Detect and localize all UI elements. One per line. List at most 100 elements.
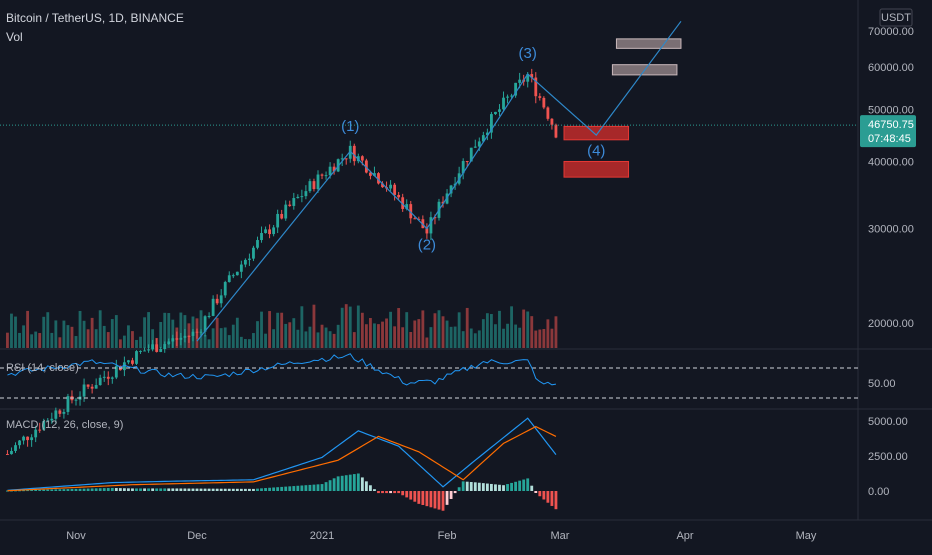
macd-histogram-bar [389, 491, 392, 494]
candle [38, 429, 42, 431]
volume-bar [276, 312, 280, 348]
volume-bar [433, 313, 437, 348]
macd-histogram-bar [425, 491, 429, 507]
candle [352, 145, 356, 162]
candle [195, 331, 199, 333]
volume-bar [171, 319, 175, 348]
volume-bar [26, 310, 30, 348]
candles [6, 68, 558, 455]
volume-bar [518, 327, 522, 348]
macd-histogram-bar [219, 488, 223, 491]
volume-bar [453, 326, 457, 348]
macd-histogram-bar [312, 484, 316, 491]
candle [58, 410, 62, 414]
macd-histogram-bar [381, 491, 384, 494]
volume-bar [211, 328, 215, 348]
candle [510, 95, 513, 97]
macd-histogram-bar [62, 489, 66, 491]
macd-histogram-bar [110, 487, 114, 491]
macd-histogram-bar [46, 489, 50, 491]
volume-bar [473, 333, 477, 348]
candle [155, 344, 159, 352]
volume-bar [167, 313, 171, 348]
volume-bar [324, 327, 328, 348]
volume-bar [106, 332, 110, 348]
macd-histogram-bar [288, 486, 292, 491]
candle [82, 384, 86, 397]
volume-bar [328, 331, 332, 348]
volume-bar [94, 329, 98, 348]
macd-histogram-bar [530, 485, 534, 491]
candle [127, 360, 130, 363]
volume-bar [506, 323, 509, 348]
volume-bar [461, 331, 465, 348]
macd-histogram-bar [207, 488, 211, 491]
volume-bar [14, 316, 17, 348]
macd-histogram-bar [348, 474, 352, 491]
macd-histogram-bar [223, 488, 227, 491]
macd-histogram-bar [127, 488, 130, 491]
candle [473, 146, 477, 148]
macd-histogram-bar [538, 491, 542, 497]
volume-bar [369, 318, 372, 348]
currency-label: USDT [881, 12, 911, 24]
macd-histogram-bar [171, 488, 175, 491]
macd-histogram-bar [155, 488, 159, 491]
volume-bar [377, 324, 380, 348]
candle [324, 175, 328, 177]
volume-bar [292, 318, 296, 348]
macd-histogram-bar [264, 488, 267, 491]
candle [163, 344, 167, 350]
candle [518, 79, 522, 83]
candle [546, 107, 550, 119]
macd-histogram-bar [417, 491, 421, 504]
macd-histogram-bar [252, 488, 255, 491]
candle [90, 386, 94, 389]
macd-histogram-bar [481, 483, 485, 491]
macd-histogram-bar [340, 475, 344, 491]
macd-histogram-bar [159, 488, 163, 491]
macd-histogram-bar [445, 491, 449, 505]
candle [239, 264, 243, 272]
macd-line [7, 417, 557, 491]
volume-bar [546, 319, 550, 348]
rsi-title: RSI (14, close) [6, 362, 79, 374]
macd-histogram-bar [369, 485, 372, 491]
candle [215, 298, 219, 304]
target-zone-red [563, 125, 630, 141]
volume-bar [280, 312, 284, 348]
volume-bar [268, 311, 272, 348]
macd-histogram-bar [336, 476, 340, 491]
macd-histogram-bar [385, 491, 388, 494]
candle [207, 315, 211, 317]
volume-bar [352, 332, 356, 348]
candle [304, 191, 308, 197]
candle [248, 258, 251, 260]
macd-histogram-bar [433, 491, 437, 509]
volume-bar [58, 337, 62, 348]
candle [171, 338, 175, 342]
volume-bar [522, 309, 526, 348]
candle [397, 194, 401, 198]
candle [199, 331, 203, 333]
macd-histogram-bar [429, 491, 433, 508]
candle [50, 418, 54, 421]
macd-histogram-bar [437, 491, 441, 510]
volume-bar [256, 321, 259, 348]
volume-bar [308, 326, 312, 348]
candle [272, 227, 276, 235]
time-tick-label: Apr [676, 530, 693, 542]
candle [494, 111, 497, 115]
macd-histogram-bar [118, 488, 122, 491]
time-tick-label: Mar [551, 530, 570, 542]
volume-bar [385, 318, 388, 348]
volume-bar [22, 325, 25, 348]
macd-histogram-bar [70, 488, 74, 491]
candle [405, 204, 409, 209]
volume-bar [514, 324, 518, 348]
candle [94, 385, 98, 389]
macd-histogram-bar [272, 487, 276, 491]
macd-histogram-bar [215, 488, 219, 491]
